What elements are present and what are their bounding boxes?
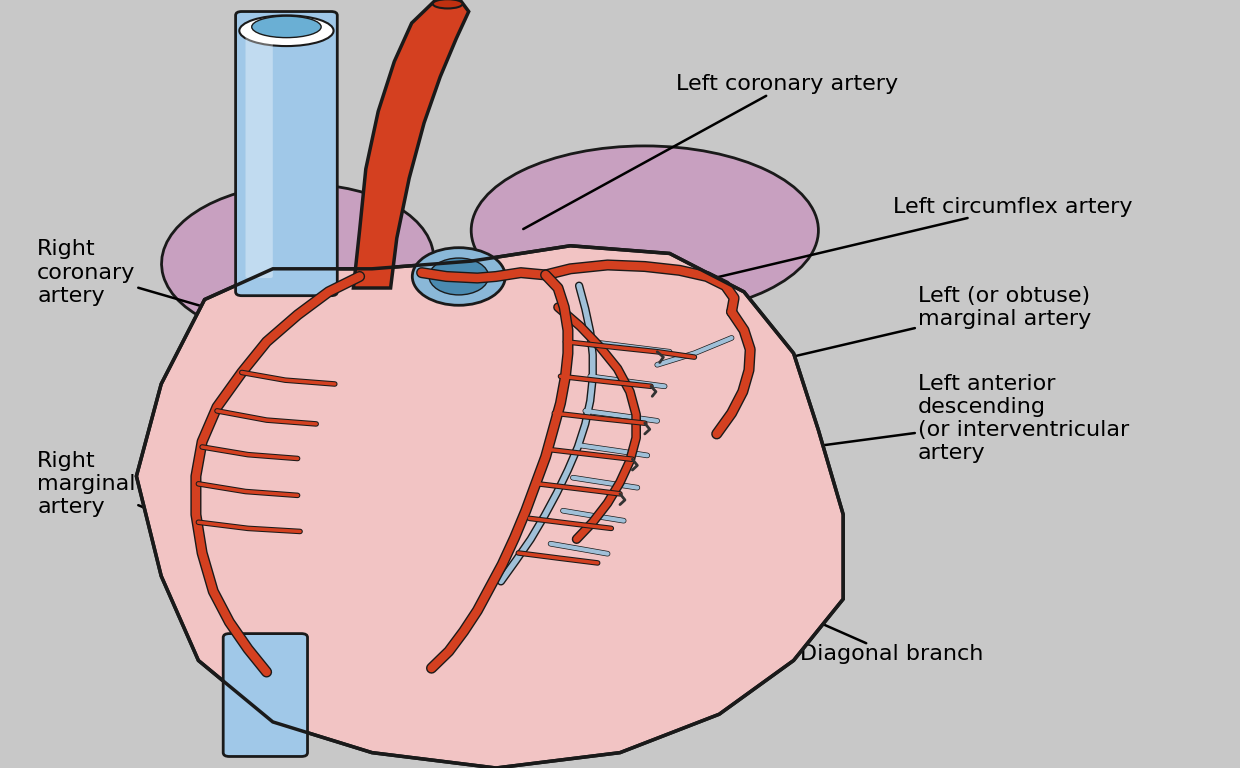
Text: Left anterior
descending
(or interventricular
artery: Left anterior descending (or interventri… [709,374,1128,463]
Text: Diagonal branch: Diagonal branch [629,538,983,664]
Ellipse shape [252,16,321,38]
Text: Left coronary artery: Left coronary artery [523,74,898,229]
Polygon shape [136,246,843,768]
FancyBboxPatch shape [223,634,308,756]
Ellipse shape [239,15,334,46]
Ellipse shape [471,146,818,315]
Polygon shape [353,2,469,288]
Text: Left circumflex artery: Left circumflex artery [707,197,1132,280]
Text: Left (or obtuse)
marginal artery: Left (or obtuse) marginal artery [744,286,1091,368]
Ellipse shape [412,248,506,306]
Ellipse shape [161,184,434,338]
Ellipse shape [429,258,489,295]
FancyBboxPatch shape [236,12,337,296]
Text: Right
marginal
artery: Right marginal artery [37,451,233,545]
FancyBboxPatch shape [246,29,273,278]
Ellipse shape [433,0,463,8]
Text: Right
coronary
artery: Right coronary artery [37,240,295,333]
